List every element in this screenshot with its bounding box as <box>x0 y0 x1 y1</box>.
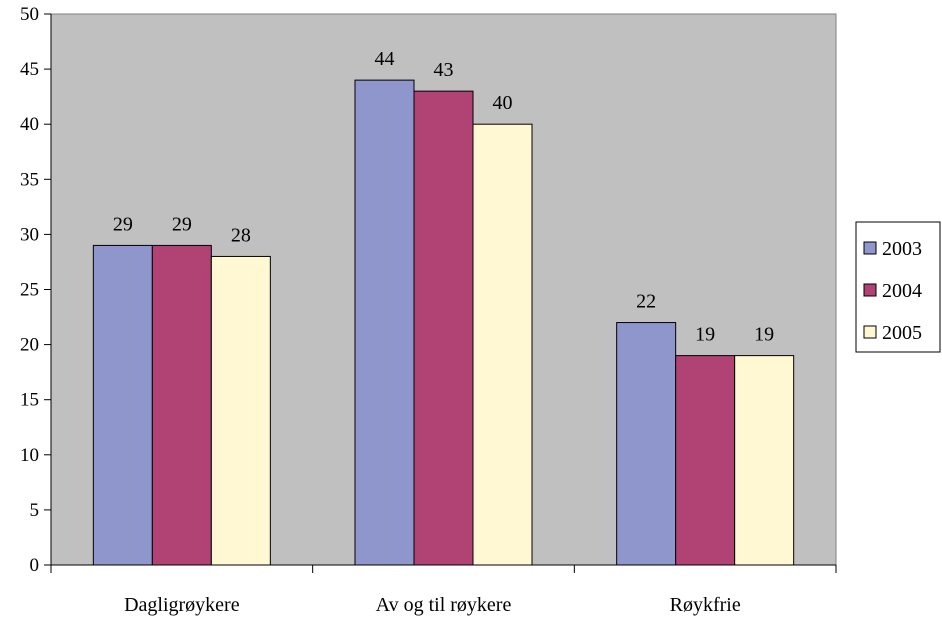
bar-2005-1 <box>210 255 271 566</box>
bar-2003-1 <box>92 244 153 566</box>
labels-layer: 0 5 10 15 20 25 30 35 40 45 50 29 29 28 Dagligrøykere 4… <box>20 4 774 616</box>
legend-swatch-2003 <box>863 241 877 255</box>
bar-2005-2 <box>472 123 533 566</box>
y-tick-label: 40 <box>20 114 39 135</box>
legend-label: 2004 <box>882 280 922 302</box>
y-tick-label: 25 <box>20 280 39 301</box>
category-label: Røykfrie <box>670 594 741 616</box>
bar-2003-2 <box>354 79 415 566</box>
bar-2004-1 <box>151 244 212 566</box>
legend-label: 2003 <box>882 238 922 260</box>
bar-2005-3 <box>734 355 795 566</box>
axes-layer <box>44 13 837 573</box>
category-label: Av og til røykere <box>376 594 512 616</box>
y-tick-label: 0 <box>30 555 40 576</box>
y-tick-label: 20 <box>20 335 39 356</box>
bar-2004-3 <box>675 355 736 566</box>
data-label: 22 <box>636 291 656 313</box>
legend-swatch-2005 <box>863 325 877 339</box>
legend-swatch-2004 <box>863 283 877 297</box>
bars-layer <box>92 79 795 566</box>
legend-label: 2005 <box>882 322 922 344</box>
legend: 2003 2004 2005 <box>855 221 941 353</box>
category-label: Dagligrøykere <box>124 594 240 616</box>
data-label: 29 <box>172 213 192 235</box>
data-label: 44 <box>375 48 395 70</box>
data-label: 19 <box>695 324 715 346</box>
data-label: 19 <box>754 324 774 346</box>
y-tick-label: 10 <box>20 445 39 466</box>
data-label: 28 <box>231 224 251 246</box>
y-tick-label: 35 <box>20 169 39 190</box>
bar-2004-2 <box>413 90 474 566</box>
y-tick-label: 30 <box>20 224 39 245</box>
data-label: 29 <box>113 213 133 235</box>
bar-2003-3 <box>616 322 677 566</box>
data-label: 43 <box>434 59 454 81</box>
y-tick-label: 15 <box>20 390 39 411</box>
y-tick-label: 45 <box>20 59 39 80</box>
data-label: 40 <box>493 92 513 114</box>
y-tick-label: 50 <box>20 4 39 25</box>
y-tick-label: 5 <box>30 500 40 521</box>
